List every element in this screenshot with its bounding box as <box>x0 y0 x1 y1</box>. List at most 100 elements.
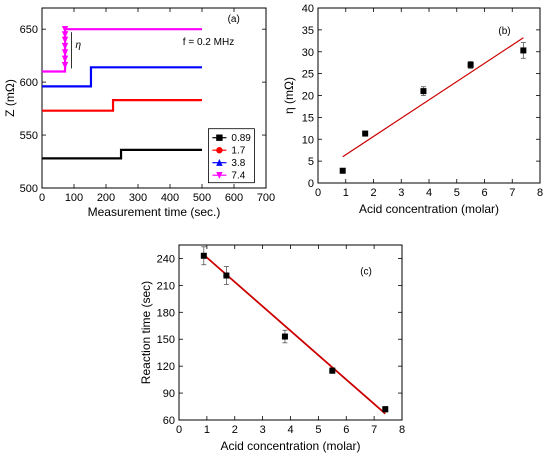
x-tick-label: 0 <box>315 187 321 199</box>
data-point <box>382 406 389 413</box>
series-point-7.4 <box>61 61 69 69</box>
panel-a: 0 100 200 300 400 500 600 700 500 550 600 650 η (a… <box>3 7 275 219</box>
legend: 0.89 1.73.8 7.4 <box>207 128 255 184</box>
data-point <box>200 252 207 259</box>
panel-b: 0 1 2 3 4 5 6 7 8 0 5 10 15 20 25 30 35 40 (b) Acid conc… <box>282 3 543 216</box>
panel-c-data <box>200 246 389 415</box>
panel-a-label: (a) <box>228 14 240 25</box>
legend-label-1.7: 1.7 <box>231 146 245 157</box>
panel-b-y-axis-label: η (mΩ) <box>282 77 296 114</box>
panel-c-label: (c) <box>360 267 372 278</box>
x-tick-label: 500 <box>193 192 211 204</box>
legend-marker-0.89 <box>216 134 223 141</box>
y-tick-label: 90 <box>163 388 175 400</box>
y-tick-label: 30 <box>302 47 314 59</box>
x-tick-label: 0 <box>176 424 182 436</box>
eta-bracket: η <box>71 32 81 69</box>
series-point-7.4 <box>61 42 69 50</box>
x-tick-label: 1 <box>204 424 210 436</box>
series-point-7.4 <box>61 31 69 39</box>
x-tick-label: 2 <box>370 187 376 199</box>
y-tick-label: 210 <box>157 280 175 292</box>
fit-line <box>203 254 386 415</box>
x-tick-label: 600 <box>225 192 243 204</box>
panel-b-label: (b) <box>498 26 510 37</box>
panel-c-x-tick-labels: 0 1 2 3 4 5 6 7 8 <box>176 424 405 436</box>
data-point <box>420 88 427 95</box>
data-point <box>329 367 336 374</box>
panel-a-y-axis-label: Z (mΩ) <box>3 79 17 117</box>
x-tick-label: 4 <box>426 187 432 199</box>
panel-c: 0 1 2 3 4 5 6 7 8 60 90 120 150 180 210 240 (c) Acid c… <box>139 244 405 453</box>
x-tick-label: 700 <box>257 192 275 204</box>
y-tick-label: 240 <box>157 253 175 265</box>
x-tick-label: 8 <box>537 187 543 199</box>
x-tick-label: 3 <box>260 424 266 436</box>
y-tick-label: 25 <box>302 69 314 81</box>
panel-b-ticks <box>317 7 541 184</box>
y-tick-label: 10 <box>302 134 314 146</box>
data-point <box>520 47 527 54</box>
legend-label-0.89: 0.89 <box>231 133 251 144</box>
data-point <box>362 130 369 137</box>
x-tick-label: 5 <box>454 187 460 199</box>
series-line-0.89 <box>42 148 202 160</box>
legend-marker-7.4 <box>216 172 223 179</box>
legend-label-7.4: 7.4 <box>231 171 245 182</box>
panel-a-x-axis-label: Measurement time (sec.) <box>88 205 221 219</box>
x-tick-label: 3 <box>398 187 404 199</box>
y-tick-label: 150 <box>157 334 175 346</box>
x-tick-label: 2 <box>232 424 238 436</box>
x-tick-label: 7 <box>509 187 515 199</box>
data-point <box>281 333 288 340</box>
x-tick-label: 300 <box>129 192 147 204</box>
panel-b-y-tick-labels: 0 5 10 15 20 25 30 35 40 <box>302 3 314 190</box>
panel-a-series <box>42 25 202 160</box>
y-tick-label: 550 <box>20 130 38 142</box>
y-tick-label: 35 <box>302 25 314 37</box>
series-point-7.4 <box>61 55 69 63</box>
data-point <box>467 61 474 68</box>
y-tick-label: 0 <box>308 178 314 190</box>
y-tick-label: 180 <box>157 307 175 319</box>
panel-a-ticks <box>41 8 267 189</box>
x-tick-label: 400 <box>161 192 179 204</box>
y-tick-label: 120 <box>157 361 175 373</box>
panel-c-y-axis-label: Reaction time (sec) <box>139 281 153 384</box>
legend-label-3.8: 3.8 <box>231 158 245 169</box>
fit-line <box>342 37 524 158</box>
y-tick-label: 15 <box>302 112 314 124</box>
panel-c-y-tick-labels: 60 90 120 150 180 210 240 <box>157 253 175 427</box>
legend-marker-1.7 <box>216 147 223 154</box>
x-tick-label: 0 <box>39 192 45 204</box>
y-tick-label: 600 <box>20 77 38 89</box>
legend-marker-3.8 <box>216 159 223 166</box>
panel-c-ticks <box>178 245 403 421</box>
x-tick-label: 100 <box>65 192 83 204</box>
eta-label: η <box>75 40 81 51</box>
series-point-7.4 <box>61 25 69 33</box>
panel-b-x-axis-label: Acid concentration (molar) <box>359 202 499 216</box>
series-point-7.4 <box>61 49 69 57</box>
x-tick-label: 5 <box>315 424 321 436</box>
y-tick-label: 5 <box>308 156 314 168</box>
series-line-1.7 <box>42 99 202 112</box>
data-point <box>223 272 230 279</box>
x-tick-label: 200 <box>97 192 115 204</box>
x-tick-label: 6 <box>481 187 487 199</box>
series-line-3.8 <box>42 66 202 88</box>
x-tick-label: 8 <box>399 424 405 436</box>
panel-b-data <box>339 37 527 174</box>
x-tick-label: 7 <box>371 424 377 436</box>
x-tick-label: 1 <box>343 187 349 199</box>
y-tick-label: 40 <box>302 3 314 15</box>
y-tick-label: 60 <box>163 415 175 427</box>
y-tick-label: 650 <box>20 24 38 36</box>
panel-a-frame <box>41 7 267 189</box>
panel-a-x-tick-labels: 0 100 200 300 400 500 600 700 <box>39 192 275 204</box>
panel-b-x-tick-labels: 0 1 2 3 4 5 6 7 8 <box>315 187 543 199</box>
series-point-7.4 <box>61 36 69 44</box>
panel-c-x-axis-label: Acid concentration (molar) <box>220 439 360 453</box>
frequency-annotation: f = 0.2 MHz <box>183 37 234 48</box>
